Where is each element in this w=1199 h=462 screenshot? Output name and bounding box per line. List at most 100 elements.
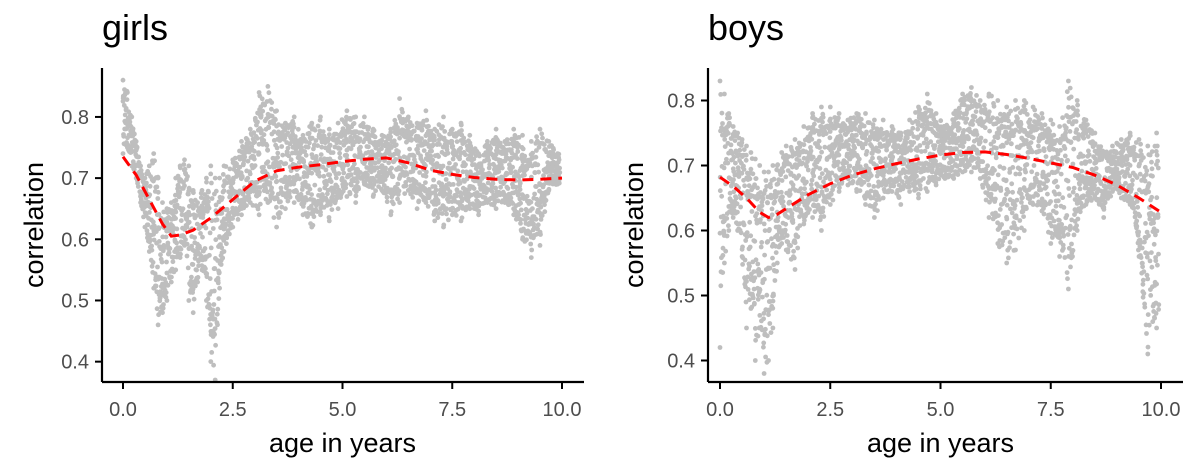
scatter-point	[353, 200, 359, 206]
x-ticks: 0.0 2.5 5.0 7.5 10.0	[109, 382, 581, 421]
scatter-point	[873, 201, 878, 207]
scatter-point	[154, 184, 160, 190]
scatter-point	[264, 143, 270, 148]
scatter-point	[1081, 193, 1086, 199]
scatter-point	[846, 142, 851, 148]
scatter-point	[270, 190, 275, 196]
scatter-point	[866, 166, 872, 172]
scatter-point	[260, 108, 266, 114]
scatter-point	[329, 207, 335, 213]
scatter-point	[1087, 158, 1093, 164]
scatter-point	[910, 125, 916, 131]
scatter-point	[1017, 187, 1023, 192]
scatter-point	[786, 154, 792, 160]
scatter-point	[869, 151, 875, 156]
scatter-point	[1010, 189, 1015, 195]
scatter-point	[546, 188, 552, 193]
scatter-point	[230, 216, 236, 221]
scatter-point	[1056, 165, 1062, 171]
scatter-point	[493, 185, 498, 191]
scatter-point	[441, 224, 446, 230]
scatter-point	[320, 129, 326, 135]
scatter-point	[173, 267, 179, 273]
scatter-point	[724, 233, 730, 239]
scatter-point	[315, 123, 321, 129]
scatter-point	[899, 179, 905, 185]
scatter-point	[302, 149, 308, 154]
scatter-point	[318, 152, 324, 158]
scatter-point	[438, 190, 443, 196]
scatter-point	[921, 176, 926, 181]
scatter-point	[916, 191, 921, 197]
scatter-point	[752, 182, 757, 188]
scatter-point	[276, 129, 281, 135]
scatter-point	[1017, 218, 1023, 223]
scatter-point	[372, 134, 378, 140]
scatter-point	[285, 145, 291, 151]
scatter-point	[1062, 153, 1068, 159]
scatter-point	[520, 132, 525, 138]
scatter-point	[991, 139, 997, 144]
scatter-point	[983, 197, 989, 203]
scatter-point	[138, 200, 144, 206]
scatter-point	[142, 175, 148, 181]
scatter-point	[426, 123, 431, 129]
scatter-point	[1066, 186, 1072, 191]
scatter-point	[1011, 231, 1016, 237]
scatter-point	[138, 168, 144, 173]
scatter-point	[1018, 121, 1024, 127]
scatter-point	[208, 171, 214, 177]
scatter-point	[1014, 197, 1020, 203]
scatter-point	[182, 157, 187, 163]
scatter-point	[235, 217, 241, 222]
scatter-point	[283, 161, 289, 167]
scatter-point	[211, 288, 217, 294]
scatter-point	[155, 322, 161, 328]
scatter-point	[1004, 140, 1010, 146]
scatter-point	[244, 203, 249, 209]
scatter-point	[440, 163, 446, 169]
scatter-point	[411, 128, 417, 134]
scatter-point	[339, 175, 345, 181]
scatter-point	[283, 174, 288, 180]
scatter-point	[720, 253, 726, 258]
scatter-point	[765, 200, 770, 206]
scatter-point	[227, 166, 233, 172]
scatter-point	[813, 197, 819, 203]
scatter-point	[829, 121, 834, 127]
scatter-point	[169, 274, 174, 280]
scatter-point	[210, 226, 216, 231]
scatter-point	[749, 209, 755, 214]
scatter-point	[770, 305, 776, 311]
scatter-point	[379, 188, 385, 193]
scatter-point	[1047, 128, 1052, 134]
scatter-point	[309, 224, 315, 230]
scatter-point	[784, 233, 790, 238]
scatter-point	[534, 134, 539, 140]
scatter-point	[771, 176, 777, 182]
scatter-point	[208, 359, 214, 364]
scatter-point	[366, 144, 371, 150]
scatter-point	[379, 132, 385, 138]
scatter-point	[781, 235, 786, 240]
scatter-point	[294, 189, 299, 195]
scatter-point	[718, 283, 724, 289]
scatter-point	[902, 157, 907, 162]
scatter-point	[1074, 201, 1080, 206]
scatter-point	[731, 189, 737, 195]
scatter-point	[782, 227, 788, 233]
scatter-point	[173, 198, 179, 203]
scatter-point	[819, 171, 825, 177]
scatter-point	[183, 237, 188, 243]
scatter-point	[744, 230, 750, 236]
scatter-point	[1004, 216, 1010, 222]
scatter-point	[1055, 151, 1061, 157]
scatter-point	[269, 185, 274, 191]
scatter-point	[379, 137, 385, 143]
scatter-point	[1016, 235, 1022, 241]
scatter-point	[305, 144, 311, 150]
scatter-point	[967, 162, 972, 168]
scatter-point	[950, 158, 956, 164]
scatter-point	[235, 211, 241, 217]
scatter-point	[1077, 186, 1083, 192]
